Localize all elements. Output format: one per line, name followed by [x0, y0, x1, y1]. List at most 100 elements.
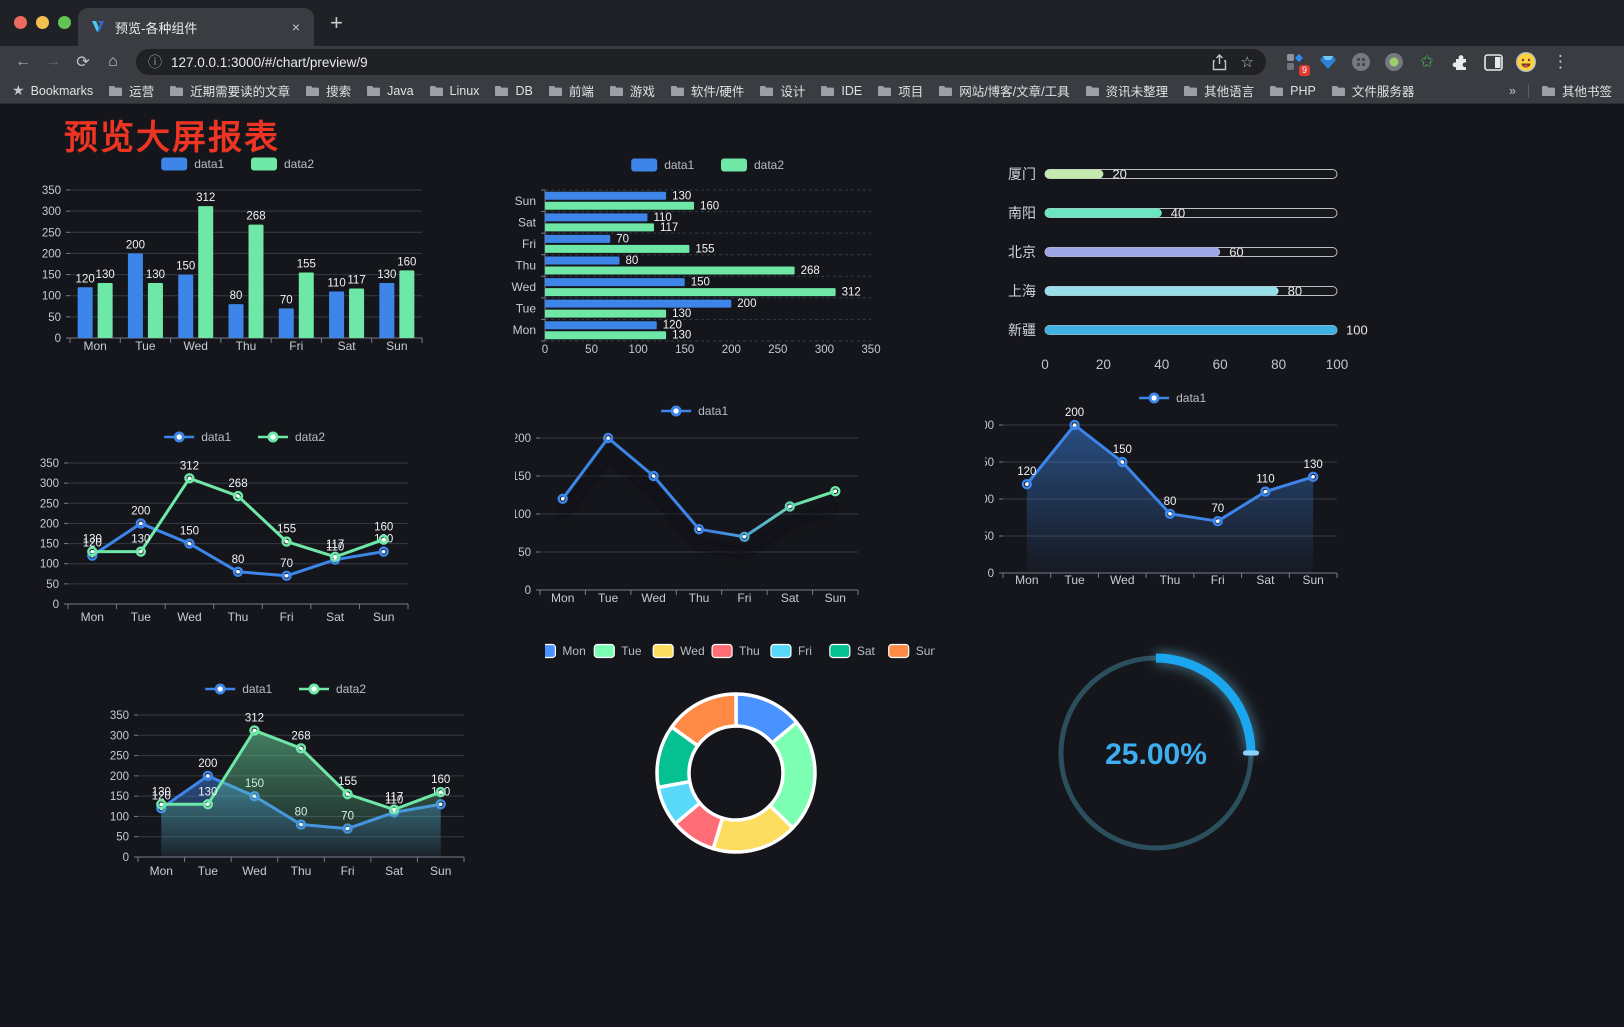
bookmark-folder[interactable]: Linux	[429, 84, 479, 98]
svg-text:120: 120	[663, 320, 682, 332]
bookmark-folder[interactable]: DB	[494, 84, 533, 98]
svg-text:Tue: Tue	[198, 864, 219, 878]
extension-blocks-icon[interactable]: 9	[1284, 51, 1310, 76]
bookmark-folder[interactable]: 其他语言	[1183, 81, 1254, 100]
legend-item-Thu[interactable]: Thu	[711, 643, 760, 659]
pie-slice-Sun[interactable]	[670, 692, 738, 748]
legend-item-data1[interactable]: data1	[205, 682, 273, 696]
tab-close-icon[interactable]: ×	[291, 19, 300, 35]
legend-item-data2[interactable]: data2	[251, 157, 314, 171]
progress-row-南阳: 南阳 40	[1008, 205, 1338, 221]
page-title: 预览大屏报表	[64, 119, 280, 157]
other-bookmarks-folder[interactable]: 其他书签	[1541, 81, 1612, 100]
bookmark-folder[interactable]: PHP	[1269, 84, 1316, 98]
share-icon[interactable]	[1212, 53, 1227, 71]
svg-text:100: 100	[985, 494, 994, 506]
svg-text:Thu: Thu	[739, 644, 760, 658]
legend-item-Tue[interactable]: Tue	[593, 643, 642, 659]
bookmark-folder[interactable]: IDE	[820, 84, 862, 98]
svg-text:Tue: Tue	[516, 302, 537, 316]
bookmark-folder[interactable]: 运营	[108, 81, 154, 100]
svg-text:0: 0	[55, 333, 61, 345]
site-info-icon[interactable]: ⓘ	[148, 54, 162, 70]
side-panel-icon[interactable]	[1482, 51, 1504, 73]
bookmark-folder[interactable]: 游戏	[609, 81, 655, 100]
tab-strip: 预览-各种组件 × +	[0, 0, 1624, 46]
legend-item-data1[interactable]: data1	[661, 404, 728, 418]
bookmark-folder[interactable]: 项目	[877, 81, 923, 100]
bookmark-folder[interactable]: 网站/博客/文章/工具	[938, 81, 1070, 100]
legend-item-Mon[interactable]: Mon	[534, 643, 586, 659]
minimize-window-button[interactable]	[36, 16, 49, 29]
chart-gradient-line: data1 0 50 100 150 200 Mon Tue Wed Thu Fri Sat Sun	[512, 395, 875, 612]
extensions-puzzle-icon[interactable]	[1449, 51, 1471, 73]
svg-text:Thu: Thu	[689, 591, 710, 605]
tab-favicon	[92, 21, 104, 32]
extension-proxy-icon[interactable]	[1383, 51, 1405, 73]
extensions-row: 9 ✩	[1284, 51, 1569, 76]
close-window-button[interactable]	[14, 16, 27, 29]
legend-item-data1[interactable]: data1	[631, 158, 695, 172]
forward-icon[interactable]: →	[45, 53, 61, 70]
svg-text:Mon: Mon	[513, 323, 536, 337]
zoom-window-button[interactable]	[58, 16, 71, 29]
legend-item-data1[interactable]: data1	[161, 157, 225, 171]
svg-text:100: 100	[40, 559, 59, 571]
svg-text:250: 250	[110, 751, 129, 763]
svg-text:200: 200	[1065, 407, 1084, 419]
svg-text:Thu: Thu	[515, 259, 536, 273]
gauge-cap	[1243, 750, 1259, 756]
svg-text:150: 150	[675, 344, 694, 356]
legend-item-Sat[interactable]: Sat	[829, 643, 876, 659]
legend-item-data1[interactable]: data1	[1139, 391, 1206, 405]
new-tab-button[interactable]: +	[330, 10, 343, 35]
legend-item-Sun[interactable]: Sun	[888, 643, 937, 659]
legend-item-Wed[interactable]: Wed	[652, 643, 705, 659]
bookmark-folder[interactable]: 近期需要读的文章	[169, 81, 290, 100]
back-icon[interactable]: ←	[15, 53, 31, 70]
extension-star-icon[interactable]: ✩	[1419, 52, 1435, 71]
extension-badge: 9	[1298, 65, 1310, 76]
svg-text:130: 130	[377, 269, 396, 281]
bookmark-folder[interactable]: 设计	[759, 81, 805, 100]
chart-grouped-bar: data1 data2 0 50 100 150 200 250 300 350 Mon Tue Wed…	[40, 150, 480, 367]
folder-icon	[1541, 85, 1555, 96]
bookmark-folder[interactable]: 文件服务器	[1331, 81, 1414, 100]
svg-text:312: 312	[196, 192, 215, 204]
svg-text:300: 300	[42, 206, 61, 218]
legend-item-data2[interactable]: data2	[258, 430, 325, 444]
legend-item-data2[interactable]: data2	[721, 158, 784, 172]
svg-text:150: 150	[180, 526, 199, 538]
svg-text:Sun: Sun	[916, 644, 935, 658]
svg-text:110: 110	[327, 277, 345, 289]
svg-text:150: 150	[985, 457, 994, 469]
svg-text:Sun: Sun	[1302, 573, 1323, 587]
svg-text:20: 20	[1096, 357, 1111, 372]
svg-text:117: 117	[385, 792, 403, 804]
profile-avatar[interactable]	[1515, 51, 1537, 73]
bookmark-folder[interactable]: 前端	[548, 81, 594, 100]
svg-text:150: 150	[176, 261, 195, 273]
address-bar[interactable]: ⓘ 127.0.0.1:3000/#/chart/preview/9 ☆	[136, 49, 1266, 75]
reload-icon[interactable]: ⟳	[76, 54, 90, 71]
legend-item-Fri[interactable]: Fri	[770, 643, 812, 659]
bookmark-folder[interactable]: 资讯未整理	[1085, 81, 1168, 100]
bookmark-star-icon[interactable]: ☆	[1240, 54, 1254, 71]
folder-icon	[760, 85, 774, 96]
svg-text:Tue: Tue	[135, 339, 156, 353]
svg-text:data2: data2	[336, 682, 366, 696]
legend-item-data2[interactable]: data2	[299, 682, 366, 696]
browser-tab[interactable]: 预览-各种组件 ×	[78, 8, 314, 46]
extension-circle-icon[interactable]	[1350, 51, 1372, 73]
svg-text:Thu: Thu	[291, 864, 312, 878]
bookmarks-manager[interactable]: ★ Bookmarks	[12, 82, 93, 99]
extension-gem-icon[interactable]	[1317, 51, 1339, 73]
browser-menu-icon[interactable]: ⋮	[1552, 52, 1569, 71]
bookmark-folder[interactable]: 软件/硬件	[670, 81, 744, 100]
bookmark-folder[interactable]: Java	[366, 84, 414, 98]
bookmarks-overflow-chevron[interactable]: »	[1509, 83, 1516, 98]
svg-text:150: 150	[1113, 444, 1132, 456]
home-icon[interactable]: ⌂	[108, 53, 118, 70]
legend-item-data1[interactable]: data1	[164, 430, 232, 444]
bookmark-folder[interactable]: 搜索	[305, 81, 351, 100]
